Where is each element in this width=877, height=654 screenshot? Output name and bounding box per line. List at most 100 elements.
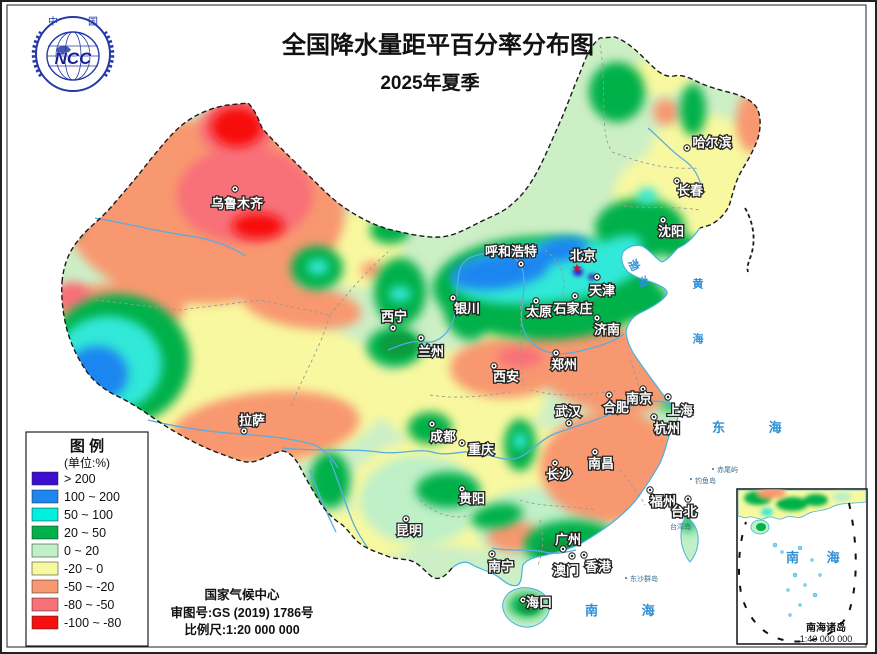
city-guiyang: 贵阳 — [458, 485, 486, 507]
svg-text:★: ★ — [572, 261, 583, 275]
svg-text:中: 中 — [48, 15, 58, 28]
svg-text:南京: 南京 — [626, 391, 652, 406]
svg-text:武汉: 武汉 — [555, 404, 582, 419]
city-taipei: 台北 — [670, 495, 698, 520]
city-changsha: 长沙 — [545, 459, 573, 483]
legend: 图 例 (单位:%) > 200 100 ~ 200 50 ~ 100 20 ~… — [25, 431, 149, 647]
svg-text:呼和浩特: 呼和浩特 — [485, 244, 537, 259]
svg-text:0 ~ 20: 0 ~ 20 — [64, 544, 99, 558]
city-hefei: 合肥 — [602, 391, 630, 416]
svg-text:长沙: 长沙 — [546, 467, 572, 482]
svg-text:沈阳: 沈阳 — [658, 224, 684, 239]
city-taiyuan: 太原 — [524, 297, 553, 320]
svg-text:太原: 太原 — [525, 304, 552, 319]
svg-text:兰州: 兰州 — [418, 344, 444, 359]
city-changchun: 长春 — [673, 177, 705, 199]
city-shanghai: 上海 — [664, 393, 694, 419]
svg-text:香港: 香港 — [584, 559, 612, 574]
songhua-river — [647, 127, 703, 191]
ncc-logo-icon: NCC 中 国 — [31, 15, 115, 92]
yarlung-river — [147, 419, 339, 469]
svg-text:西安: 西安 — [493, 369, 519, 384]
south-china-sea-inset: 南 海 南海诸岛 1:40 000 000 — [736, 488, 868, 645]
svg-text:台北: 台北 — [671, 504, 697, 519]
svg-text:北京: 北京 — [570, 248, 596, 263]
svg-text:重庆: 重庆 — [468, 442, 494, 457]
city-harbin: 哈尔滨 — [683, 134, 733, 152]
map-approval-number: 审图号:GS (2019) 1786号 — [170, 605, 313, 620]
svg-text:石家庄: 石家庄 — [552, 301, 592, 316]
sea-label-nanhai: 南 海 — [585, 603, 675, 618]
map-frame — [6, 4, 867, 648]
svg-text:-100 ~ -80: -100 ~ -80 — [64, 616, 121, 630]
city-chongqing: 重庆 — [458, 439, 495, 458]
legend-rows: > 200 100 ~ 200 50 ~ 100 20 ~ 50 0 ~ 20 … — [31, 471, 121, 630]
page-subtitle: 2025年夏季 — [380, 71, 479, 94]
inset-name: 南海诸岛 — [806, 621, 846, 634]
yangtze-river — [281, 400, 677, 460]
map-scale: 比例尺:1:20 000 000 — [184, 622, 299, 637]
hainan-coast — [502, 587, 550, 628]
inset-islands — [772, 542, 822, 617]
sea-label-huanghai: 黄海 — [691, 277, 704, 388]
svg-text:拉萨: 拉萨 — [239, 413, 265, 428]
city-nanchang: 南昌 — [587, 448, 615, 472]
rivers — [94, 127, 703, 554]
city-chengdu: 成都 — [428, 420, 457, 445]
svg-text:-80 ~ -50: -80 ~ -50 — [64, 598, 114, 612]
national-border — [61, 36, 761, 580]
coastline — [451, 227, 701, 587]
city-zhengzhou: 郑州 — [550, 349, 578, 373]
city-labels: 乌鲁木齐 哈尔滨 长春 沈阳 呼和浩特 ★北京 天津 石家庄 太原 济南 银川 … — [210, 134, 733, 612]
city-guangzhou: 广州 — [554, 531, 582, 553]
svg-text:哈尔滨: 哈尔滨 — [692, 135, 731, 150]
svg-text:广州: 广州 — [555, 532, 581, 547]
tarim-river — [94, 217, 247, 257]
svg-text:20 ~ 50: 20 ~ 50 — [64, 526, 106, 540]
city-urumqi: 乌鲁木齐 — [210, 185, 265, 212]
svg-text:上海: 上海 — [667, 403, 693, 418]
pearl-river — [491, 547, 577, 554]
city-lanzhou: 兰州 — [417, 334, 445, 360]
island-label-diaoyudao: 钓鱼岛 — [695, 476, 716, 485]
city-hangzhou: 杭州 — [650, 413, 681, 437]
city-fuzhou: 福州 — [646, 486, 677, 510]
city-nanjing: 南京 — [625, 385, 653, 407]
svg-text:南昌: 南昌 — [588, 456, 614, 471]
province-borders — [94, 44, 701, 566]
city-kunming: 昆明 — [395, 515, 423, 539]
svg-text:国: 国 — [88, 16, 98, 28]
city-hohhot: 呼和浩特 — [484, 243, 538, 268]
city-tianjin: 天津 — [588, 273, 616, 299]
svg-text:合肥: 合肥 — [603, 400, 629, 415]
svg-text:福州: 福州 — [649, 494, 676, 509]
svg-text:NCC: NCC — [55, 49, 93, 68]
city-jinan: 济南 — [593, 314, 621, 338]
sea-label-donghai: 东 海 — [712, 420, 802, 435]
city-beijing: ★北京 — [569, 247, 598, 275]
agency-name: 国家气候中心 — [204, 587, 280, 602]
svg-text:银川: 银川 — [454, 301, 480, 316]
svg-text:西宁: 西宁 — [381, 309, 407, 324]
svg-text:100 ~ 200: 100 ~ 200 — [64, 490, 120, 504]
city-shenyang: 沈阳 — [657, 216, 685, 240]
svg-text:海口: 海口 — [526, 595, 552, 610]
page-title: 全国降水量距平百分率分布图 — [281, 31, 594, 59]
svg-text:成都: 成都 — [430, 429, 456, 444]
svg-text:澳门: 澳门 — [553, 563, 579, 578]
city-shijiazhuang: 石家庄 — [551, 292, 594, 317]
island-label-dongshaqundao: 东沙群岛 — [630, 574, 658, 583]
city-yinchuan: 银川 — [449, 294, 481, 317]
city-macau: 澳门 — [552, 552, 580, 579]
island-label-chiweiyu: 赤尾屿 — [717, 465, 738, 474]
svg-text:50 ~ 100: 50 ~ 100 — [64, 508, 113, 522]
city-hongkong: 香港 — [580, 551, 613, 575]
yellow-river — [387, 252, 625, 355]
svg-text:天津: 天津 — [589, 283, 615, 298]
svg-text:杭州: 杭州 — [654, 421, 680, 436]
city-lhasa: 拉萨 — [238, 412, 266, 435]
svg-text:> 200: > 200 — [64, 472, 96, 486]
credits: 国家气候中心 审图号:GS (2019) 1786号 比例尺:1:20 000 … — [170, 587, 313, 637]
